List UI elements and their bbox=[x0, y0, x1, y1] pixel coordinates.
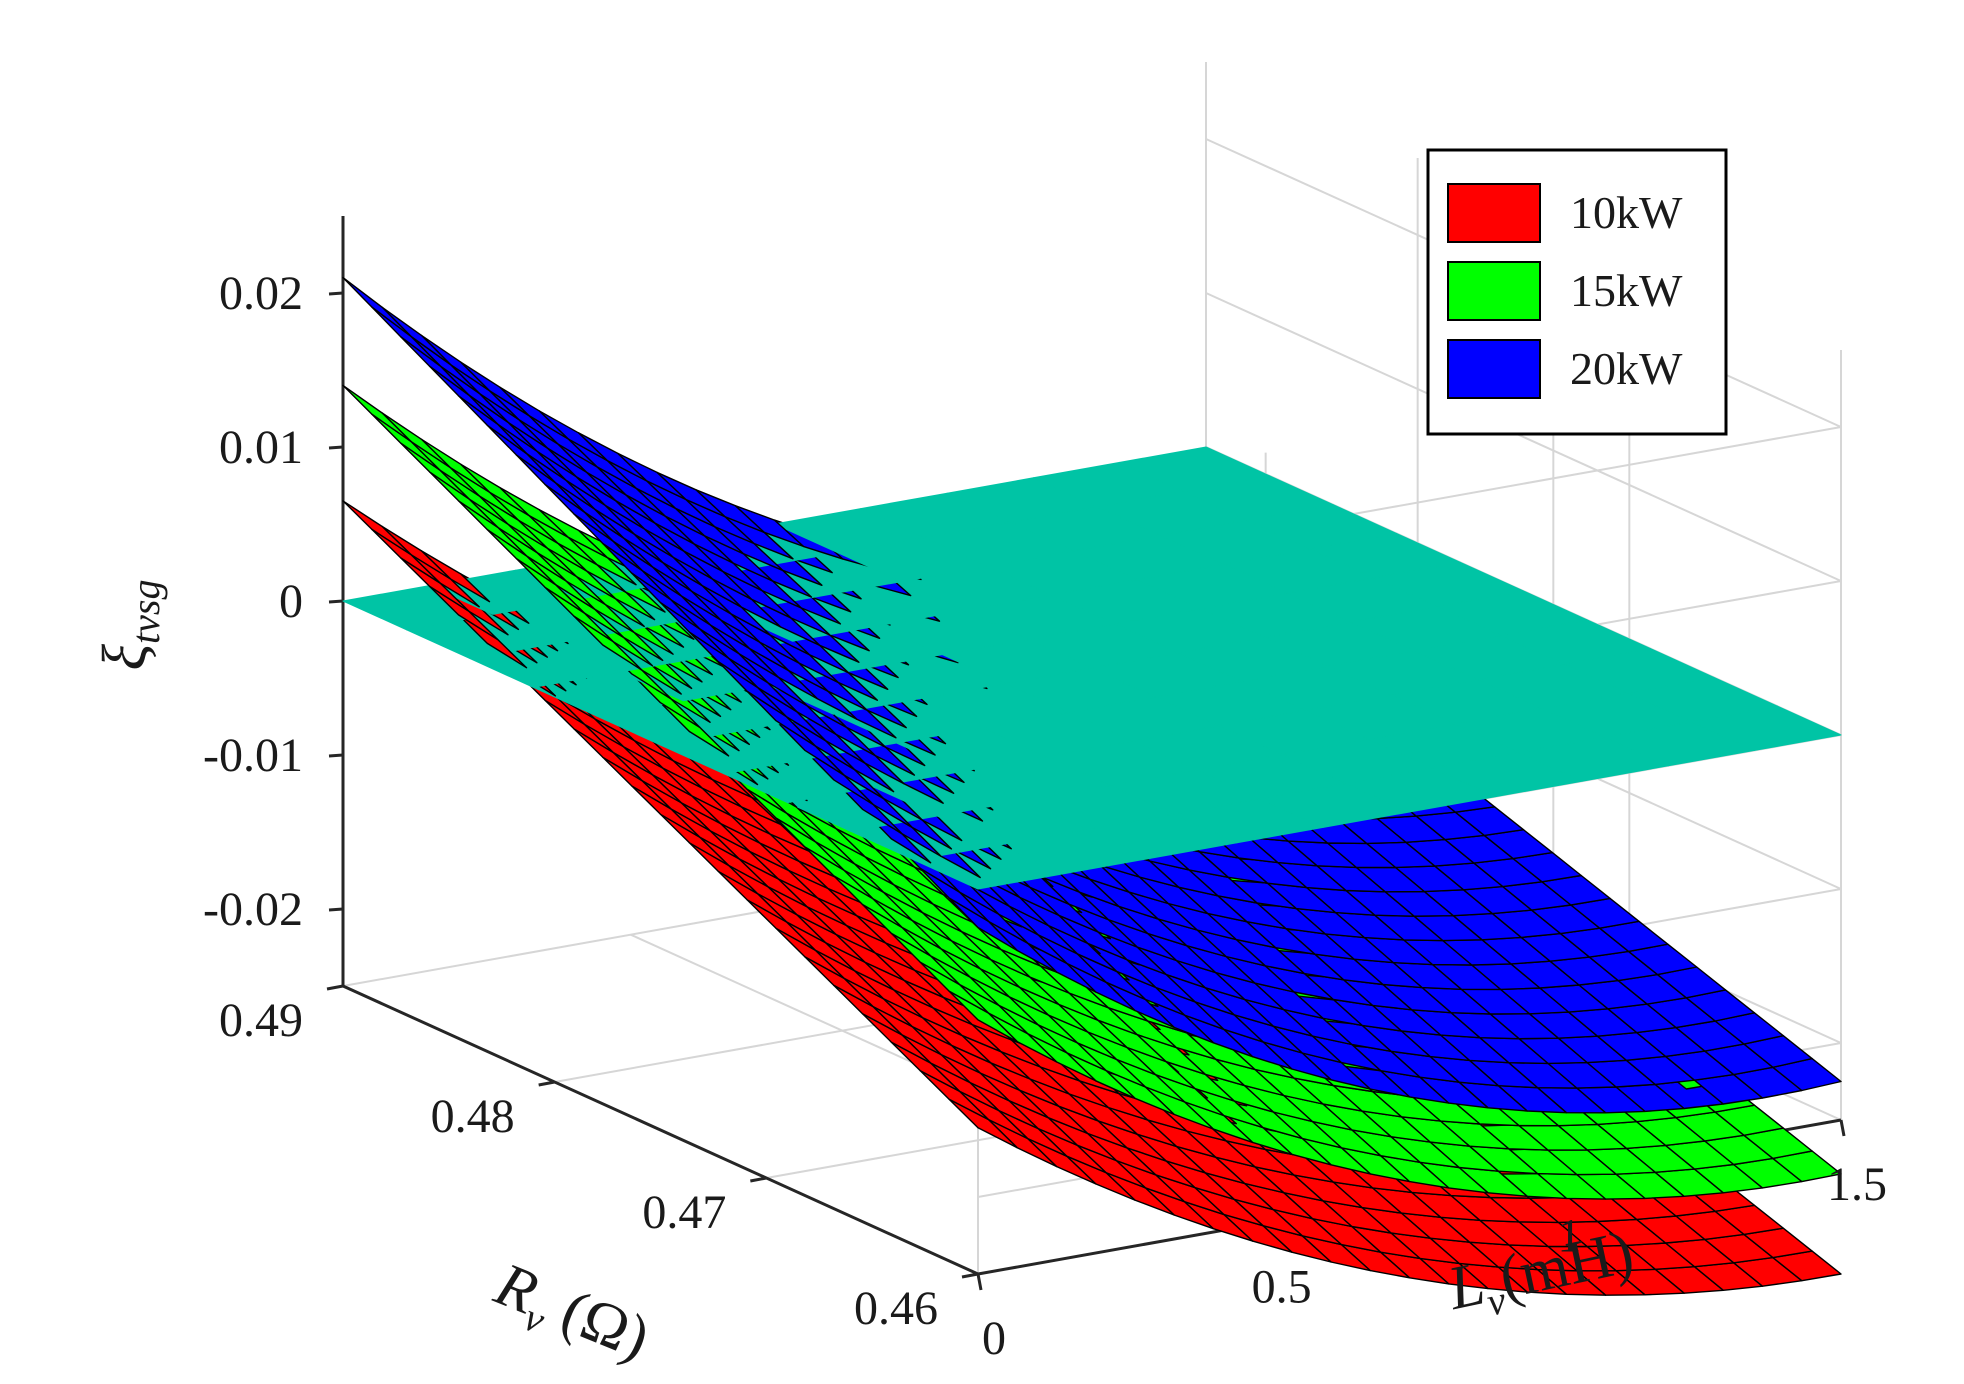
z-tick-label-2: 0 bbox=[279, 575, 303, 628]
l-tick-label-2: 1 bbox=[1557, 1209, 1581, 1262]
surface-1-cell-1-0 bbox=[371, 413, 441, 471]
grid-side-z-3 bbox=[1205, 292, 1842, 582]
surface-2-cell-1-1 bbox=[410, 335, 480, 394]
z-tick-2 bbox=[328, 599, 344, 604]
surface-2-cell-0-1 bbox=[381, 306, 451, 366]
surface-2-cell-1-0 bbox=[371, 306, 441, 367]
legend-label-1: 15kW bbox=[1570, 265, 1683, 316]
legend-swatch-2 bbox=[1447, 339, 1541, 399]
r-tick-label-1: 0.47 bbox=[642, 1186, 726, 1239]
legend: 10kW 15kW 20kW bbox=[1426, 148, 1728, 436]
surface-0-cell-0-0 bbox=[342, 500, 412, 556]
z-tick-0 bbox=[328, 907, 344, 912]
z-tick-label-1: -0.01 bbox=[203, 729, 303, 782]
r-tick-0 bbox=[961, 1272, 979, 1279]
surface-1-cell-0-0 bbox=[342, 384, 412, 443]
r-tick-label-3: 0.49 bbox=[219, 994, 303, 1047]
legend-swatch-0 bbox=[1447, 183, 1541, 243]
r-tick-2 bbox=[538, 1080, 555, 1087]
z-tick-4 bbox=[328, 291, 344, 296]
r-tick-1 bbox=[750, 1176, 767, 1183]
r-tick-label-2: 0.48 bbox=[431, 1090, 515, 1143]
l-tick-3 bbox=[1839, 1119, 1846, 1137]
r-tick-label-0: 0.46 bbox=[854, 1282, 938, 1335]
l-tick-label-3: 1.5 bbox=[1827, 1158, 1887, 1211]
legend-label-0: 10kW bbox=[1570, 187, 1683, 238]
z-tick-label-3: 0.01 bbox=[219, 421, 303, 474]
r-axis-line bbox=[342, 984, 979, 1276]
r-tick-3 bbox=[326, 984, 344, 991]
z-axis-title: ξtvsg bbox=[91, 580, 168, 671]
z-tick-1 bbox=[328, 753, 344, 758]
legend-swatch-1 bbox=[1447, 261, 1541, 321]
l-tick-label-0: 0 bbox=[982, 1312, 1006, 1365]
z-tick-label-4: 0.02 bbox=[219, 267, 303, 320]
r-axis-title: Rv (Ω) bbox=[482, 1250, 659, 1381]
z-tick-label-0: -0.02 bbox=[203, 883, 303, 936]
l-tick-0 bbox=[976, 1273, 983, 1291]
legend-label-2: 20kW bbox=[1570, 343, 1683, 394]
z-tick-3 bbox=[328, 445, 344, 450]
zero-plane-cell-0-9 bbox=[1119, 446, 1270, 492]
surface-layer bbox=[342, 276, 1842, 1296]
l-tick-label-1: 0.5 bbox=[1252, 1261, 1312, 1314]
surface-2-cell-0-0 bbox=[342, 276, 412, 338]
